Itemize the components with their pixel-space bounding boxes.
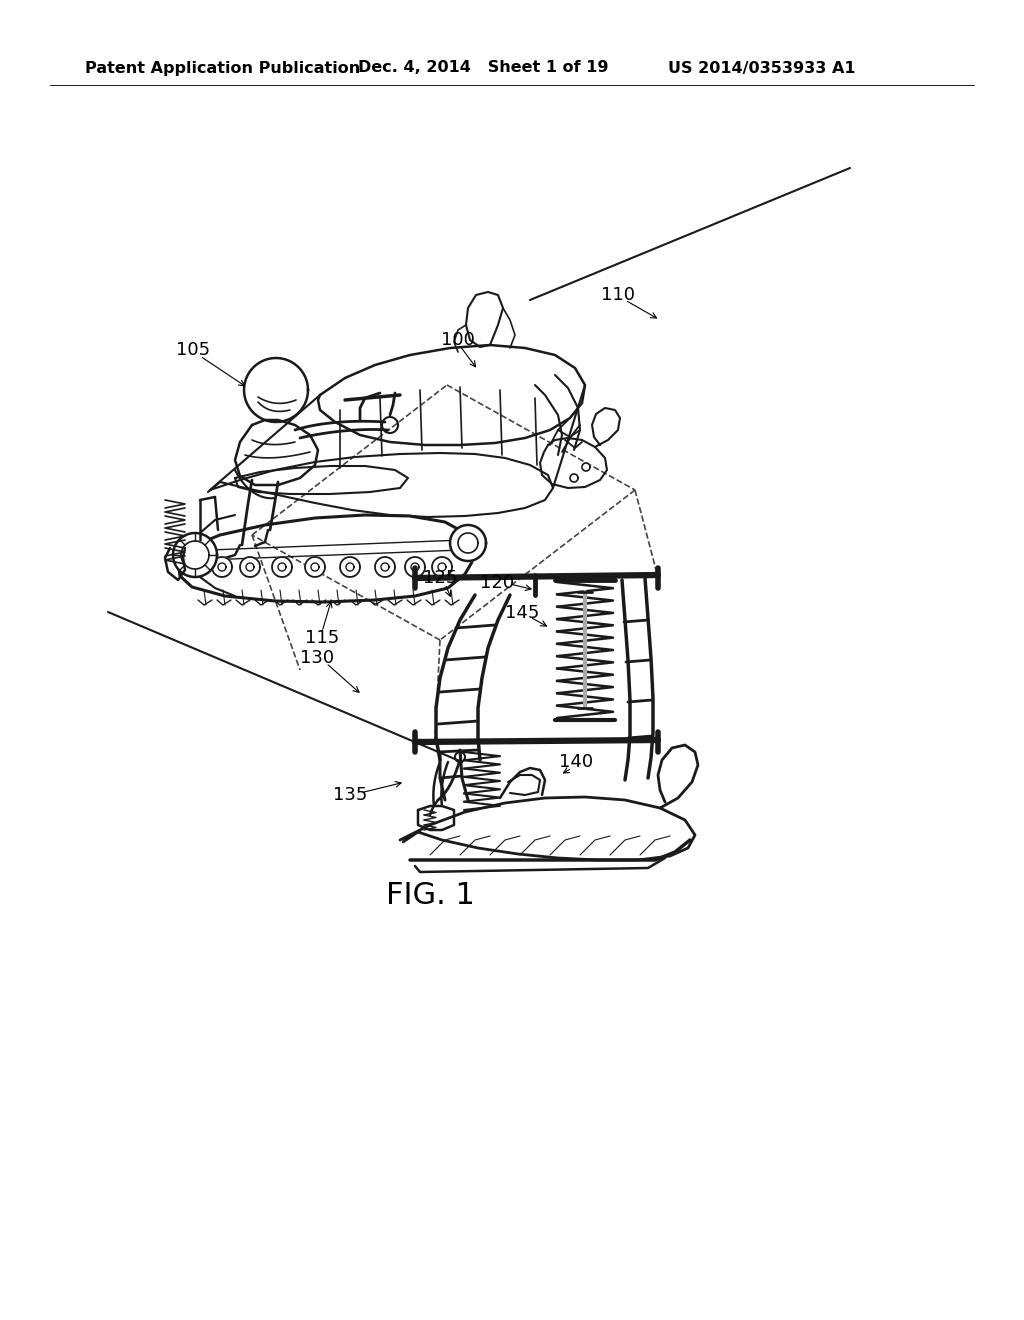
Text: 135: 135 (333, 785, 368, 804)
Polygon shape (375, 557, 395, 577)
Polygon shape (340, 557, 360, 577)
Polygon shape (432, 557, 452, 577)
Text: 140: 140 (559, 752, 593, 771)
Text: 130: 130 (300, 649, 334, 667)
Text: Patent Application Publication: Patent Application Publication (85, 61, 360, 75)
Text: 120: 120 (480, 574, 514, 591)
Text: 145: 145 (505, 605, 540, 622)
Polygon shape (305, 557, 325, 577)
Text: 100: 100 (441, 331, 475, 348)
Polygon shape (406, 557, 425, 577)
Text: Dec. 4, 2014   Sheet 1 of 19: Dec. 4, 2014 Sheet 1 of 19 (358, 61, 608, 75)
Polygon shape (570, 474, 578, 482)
Polygon shape (272, 557, 292, 577)
Text: FIG. 1: FIG. 1 (386, 880, 474, 909)
Text: 125: 125 (423, 569, 457, 587)
Text: 110: 110 (601, 286, 635, 304)
Text: 115: 115 (305, 630, 339, 647)
Text: US 2014/0353933 A1: US 2014/0353933 A1 (668, 61, 855, 75)
Polygon shape (450, 525, 486, 561)
Polygon shape (240, 557, 260, 577)
Polygon shape (173, 533, 217, 577)
Text: 105: 105 (176, 341, 210, 359)
Polygon shape (212, 557, 232, 577)
Polygon shape (582, 463, 590, 471)
